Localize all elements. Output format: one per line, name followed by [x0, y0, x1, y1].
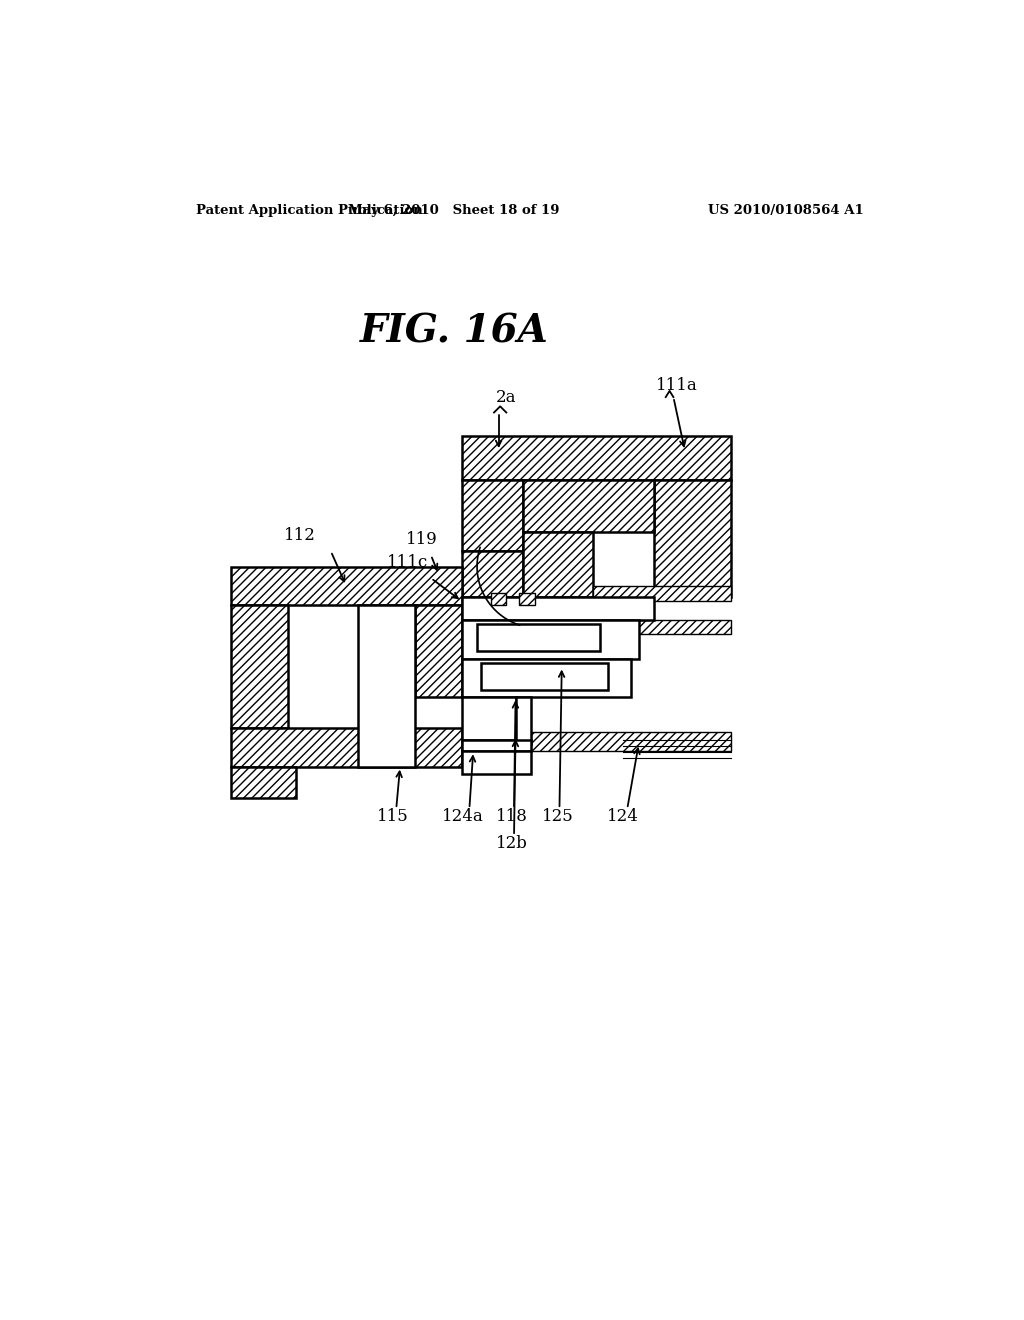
Bar — [477, 624, 600, 651]
Text: 111a: 111a — [656, 378, 698, 395]
Bar — [462, 697, 515, 739]
Bar — [481, 663, 608, 689]
Text: US 2010/0108564 A1: US 2010/0108564 A1 — [708, 205, 864, 218]
Polygon shape — [230, 767, 296, 797]
Polygon shape — [416, 605, 462, 697]
Bar — [462, 751, 531, 775]
Polygon shape — [230, 566, 462, 605]
Text: 111c: 111c — [387, 554, 428, 572]
Bar — [357, 605, 416, 767]
Text: 118: 118 — [496, 808, 527, 825]
Text: 124: 124 — [607, 808, 639, 825]
Polygon shape — [230, 729, 462, 767]
Bar — [515, 697, 531, 743]
Bar — [462, 597, 654, 620]
Polygon shape — [593, 586, 731, 601]
Polygon shape — [519, 594, 535, 605]
Polygon shape — [462, 480, 523, 552]
Polygon shape — [523, 480, 654, 532]
Polygon shape — [230, 605, 289, 729]
Text: 112: 112 — [284, 527, 315, 544]
Polygon shape — [462, 436, 731, 480]
Bar — [462, 739, 531, 751]
Polygon shape — [523, 532, 593, 597]
Bar — [462, 620, 639, 659]
Polygon shape — [654, 480, 731, 597]
Text: Patent Application Publication: Patent Application Publication — [196, 205, 423, 218]
Text: 115: 115 — [377, 808, 409, 825]
Text: 12b: 12b — [496, 836, 527, 853]
Text: FIG. 16A: FIG. 16A — [359, 313, 548, 351]
Text: 2a: 2a — [496, 388, 516, 405]
Text: 124a: 124a — [442, 808, 484, 825]
Bar — [462, 659, 631, 697]
Polygon shape — [531, 733, 731, 751]
Polygon shape — [462, 552, 523, 597]
Polygon shape — [490, 594, 506, 605]
Text: 125: 125 — [542, 808, 573, 825]
Polygon shape — [615, 620, 731, 635]
Text: May 6, 2010   Sheet 18 of 19: May 6, 2010 Sheet 18 of 19 — [348, 205, 560, 218]
Text: 119: 119 — [406, 531, 437, 548]
